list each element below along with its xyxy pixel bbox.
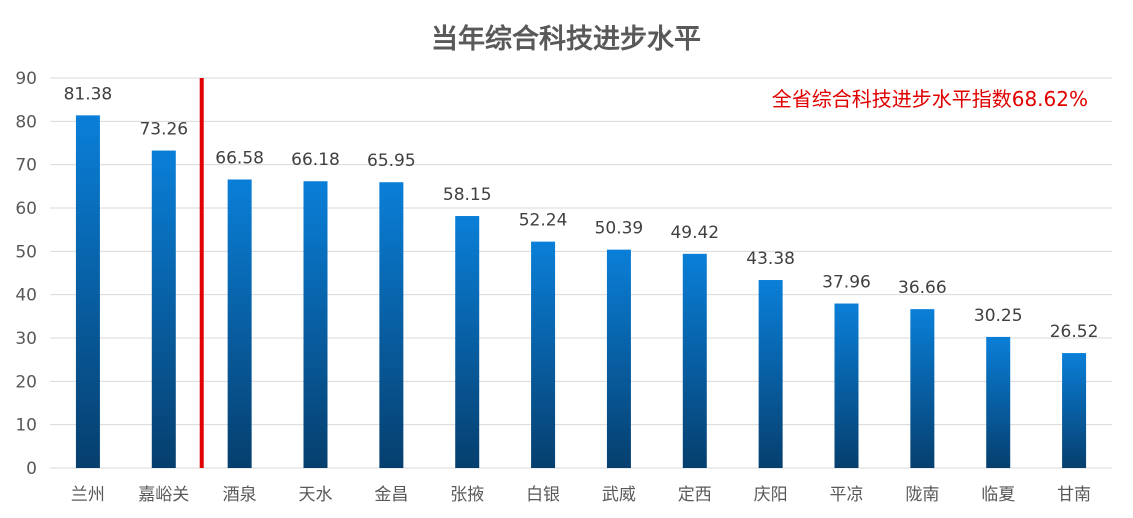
- x-tick-label: 定西: [678, 485, 712, 505]
- bar: [1062, 353, 1087, 468]
- gridlines: [50, 77, 1112, 469]
- x-tick-label: 金昌: [374, 485, 408, 505]
- x-tick-label: 平凉: [830, 485, 864, 505]
- data-label: 66.58: [215, 148, 264, 168]
- x-tick-label: 临夏: [981, 485, 1015, 505]
- y-tick-label: 70: [15, 156, 37, 176]
- x-tick-label: 兰州: [71, 485, 105, 505]
- bar: [303, 181, 328, 468]
- x-tick-label: 陇南: [905, 485, 939, 505]
- y-tick-label: 50: [15, 242, 37, 262]
- bars: [75, 115, 1087, 469]
- data-label: 65.95: [367, 151, 416, 171]
- x-tick-label: 甘南: [1057, 485, 1091, 505]
- bar: [75, 115, 100, 468]
- data-label: 36.66: [898, 278, 947, 298]
- bar: [758, 280, 783, 468]
- y-tick-label: 90: [15, 69, 37, 89]
- x-tick-label: 白银: [526, 485, 560, 505]
- x-tick-label: 嘉峪关: [138, 485, 189, 505]
- bar: [682, 253, 707, 468]
- bar: [227, 179, 252, 468]
- data-label: 50.39: [595, 219, 644, 239]
- y-tick-label: 20: [15, 372, 37, 392]
- x-tick-label: 庆阳: [754, 485, 788, 505]
- x-tick-label: 武威: [602, 485, 636, 505]
- bar: [834, 303, 859, 468]
- data-label: 37.96: [822, 273, 871, 293]
- bar: [531, 241, 556, 468]
- bar: [986, 336, 1011, 468]
- data-label: 26.52: [1050, 322, 1099, 342]
- data-label: 66.18: [291, 150, 340, 170]
- x-axis: 兰州 嘉峪关 酒泉 天水 金昌 张掖 白银 武威 定西 庆阳 平凉 陇南 临夏 甘南: [71, 485, 1091, 505]
- data-label: 30.25: [974, 306, 1023, 326]
- y-tick-label: 60: [15, 199, 37, 219]
- y-tick-label: 0: [26, 459, 37, 479]
- y-tick-label: 10: [15, 416, 37, 436]
- data-labels: 81.38 73.26 66.58 66.18 65.95 58.15 52.24 50.39…: [64, 84, 1099, 342]
- bar: [379, 182, 404, 468]
- y-tick-label: 80: [15, 112, 37, 132]
- annotation-text: 全省综合科技进步水平指数68.62%: [772, 87, 1088, 111]
- x-tick-label: 酒泉: [223, 485, 257, 505]
- x-tick-label: 天水: [299, 485, 333, 505]
- bar: [910, 309, 935, 468]
- bar: [455, 216, 480, 468]
- data-label: 73.26: [139, 120, 188, 140]
- y-tick-label: 40: [15, 286, 37, 306]
- y-tick-label: 30: [15, 329, 37, 349]
- chart-title: 当年综合科技进步水平: [431, 23, 701, 55]
- data-label: 81.38: [64, 84, 113, 104]
- x-tick-label: 张掖: [450, 485, 484, 505]
- data-label: 52.24: [519, 211, 568, 231]
- data-label: 43.38: [746, 249, 795, 269]
- y-axis: 0 10 20 30 40 50 60 70 80 90: [15, 69, 37, 479]
- data-label: 58.15: [443, 185, 492, 205]
- bar: [606, 249, 631, 468]
- data-label: 49.42: [670, 223, 719, 243]
- bar: [151, 150, 176, 469]
